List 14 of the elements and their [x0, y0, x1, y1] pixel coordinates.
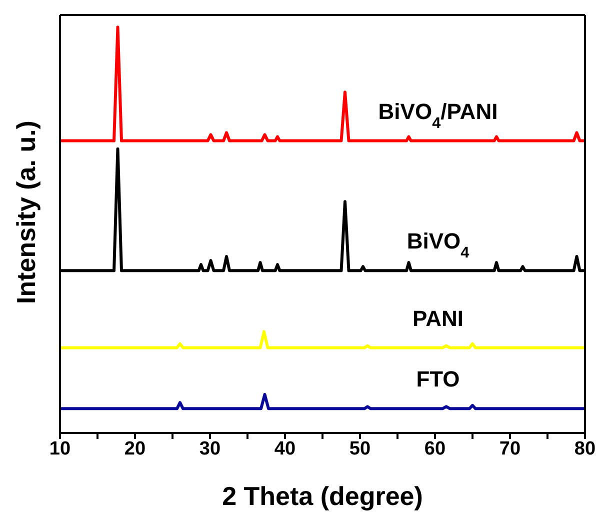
- x-tick-label: 30: [199, 438, 221, 460]
- series-label: BiVO$_{4}$: [406, 228, 470, 262]
- series-label: FTO: [416, 366, 460, 392]
- x-tick-label: 20: [124, 438, 146, 460]
- x-tick-label: 10: [49, 438, 71, 460]
- x-tick-label: 80: [574, 438, 596, 460]
- y-axis-title: Intensity (a. u.): [11, 120, 42, 304]
- x-tick-label: 60: [424, 438, 446, 460]
- x-tick-label: 70: [499, 438, 521, 460]
- x-tick-label: 50: [349, 438, 371, 460]
- x-axis-title: 2 Theta (degree): [222, 481, 423, 511]
- series-label: BiVO$_{4}$/PANI: [378, 98, 498, 132]
- series-label: PANI: [412, 306, 464, 331]
- x-tick-label: 40: [274, 438, 296, 460]
